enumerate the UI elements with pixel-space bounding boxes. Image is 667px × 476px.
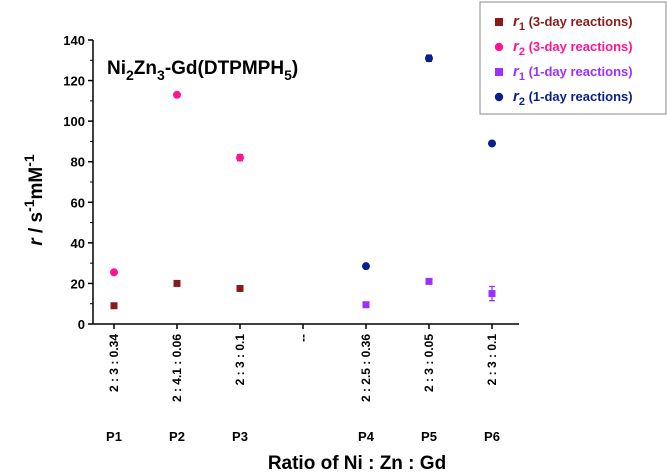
sample-label: P3: [232, 429, 248, 444]
sample-label: P5: [421, 429, 437, 444]
x-tick-label: --: [296, 334, 310, 342]
data-point: [362, 262, 370, 271]
chart-title: Ni2Zn3-Gd(DTPMPH5): [107, 58, 298, 83]
data-point: [236, 153, 244, 162]
legend-box: [479, 1, 667, 115]
legend-square-icon: [495, 18, 503, 26]
y-axis-title: r / s-1mM-1: [21, 154, 47, 246]
x-axis: 2 : 3 : 0.34 P1 2 : 4.1 : 0.06 P2 2 : 3 : 0.…: [106, 324, 500, 444]
legend-item: r1 (3-day reactions): [495, 13, 633, 33]
data-point: [110, 302, 118, 310]
circle-marker: [173, 90, 181, 99]
data-point: [110, 268, 118, 277]
circle-marker: [236, 153, 244, 162]
sample-label: P1: [106, 429, 122, 444]
y-tick-label: 140: [63, 33, 85, 48]
legend: r1 (3-day reactions) r2 (3-day reactions)…: [479, 1, 667, 115]
y-tick-label: 0: [78, 317, 85, 332]
x-tick-label: 2 : 2.5 : 0.36: [359, 334, 373, 402]
circle-marker: [110, 268, 118, 277]
square-marker: [362, 301, 370, 309]
sample-label: P6: [484, 429, 500, 444]
y-axis: 0 20 40 60 80 100 120 140: [63, 33, 93, 332]
legend-label: r2 (1-day reactions): [513, 88, 633, 108]
data-point: [425, 54, 433, 63]
y-tick-label: 20: [71, 276, 85, 291]
x-tick-label: 2 : 3 : 0.1: [485, 334, 499, 386]
x-axis-title: Ratio of Ni : Zn : Gd: [268, 453, 446, 474]
data-point: [173, 279, 181, 287]
legend-square-icon: [495, 68, 503, 76]
legend-circle-icon: [494, 92, 504, 102]
data-point: [236, 285, 244, 292]
y-tick-label: 100: [63, 114, 85, 129]
sample-label: P2: [169, 429, 185, 444]
x-tick-label: 2 : 3 : 0.34: [107, 334, 121, 392]
legend-item: r2 (1-day reactions): [494, 88, 633, 108]
square-marker: [425, 277, 433, 285]
data-point: [425, 277, 433, 285]
square-marker: [488, 290, 496, 298]
legend-circle-icon: [494, 42, 504, 52]
x-tick-label: 2 : 3 : 0.1: [233, 334, 247, 386]
legend-label: r1 (1-day reactions): [513, 63, 633, 83]
x-tick-label: 2 : 4.1 : 0.06: [170, 334, 184, 402]
x-tick-label: 2 : 3 : 0.05: [422, 334, 436, 392]
legend-item: r2 (3-day reactions): [494, 38, 633, 58]
y-tick-label: 120: [63, 74, 85, 89]
y-tick-label: 60: [71, 195, 85, 210]
data-points: [110, 54, 496, 310]
y-tick-label: 40: [71, 236, 85, 251]
data-point: [488, 139, 496, 148]
circle-marker: [425, 54, 433, 63]
data-point: [488, 285, 496, 302]
square-marker: [110, 302, 118, 310]
legend-label: r2 (3-day reactions): [513, 38, 633, 58]
square-marker: [236, 285, 244, 292]
sample-label: P4: [358, 429, 375, 444]
square-marker: [173, 279, 181, 287]
circle-marker: [488, 139, 496, 148]
data-point: [173, 90, 181, 99]
y-tick-label: 80: [71, 155, 85, 170]
legend-item: r1 (1-day reactions): [495, 63, 633, 83]
legend-label: r1 (3-day reactions): [513, 13, 633, 33]
circle-marker: [362, 262, 370, 271]
data-point: [362, 301, 370, 309]
